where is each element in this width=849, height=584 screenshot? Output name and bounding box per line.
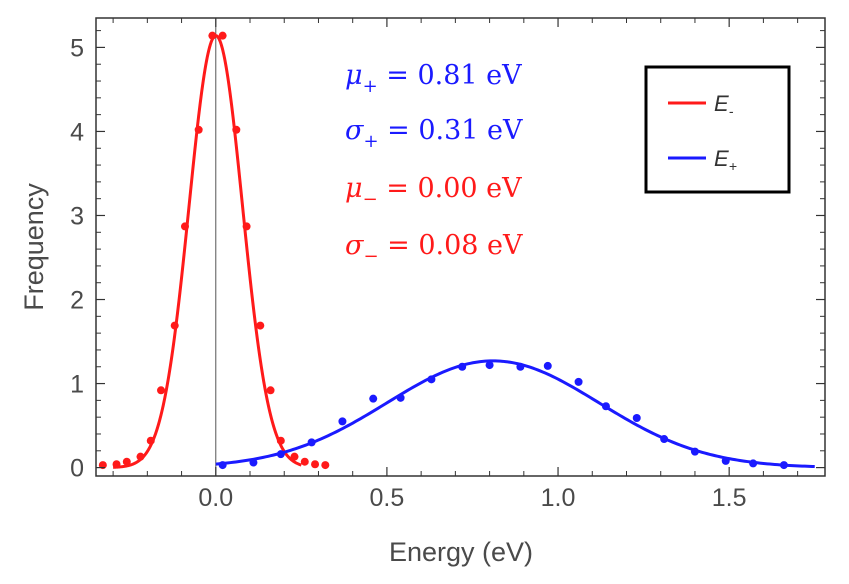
y-tick-label: 3 xyxy=(70,202,84,230)
data-point-e-plus xyxy=(218,461,227,470)
x-tick-label: 0.5 xyxy=(370,484,405,512)
legend-label-e-plus: E+ xyxy=(714,146,737,174)
data-point-e-minus xyxy=(122,457,131,466)
data-point-e-minus xyxy=(112,460,121,469)
fit-curve-e-plus xyxy=(215,359,815,469)
data-point-e-minus xyxy=(218,31,227,40)
data-point-e-plus xyxy=(749,459,758,468)
x-tick-label: 0.0 xyxy=(198,484,233,512)
data-point-e-minus xyxy=(136,452,145,461)
data-point-e-plus xyxy=(690,447,699,456)
fit-parameter-text: μ− = 0.00 eV xyxy=(345,173,522,210)
x-axis-title: Energy (eV) xyxy=(389,537,533,567)
x-tick-label: 1.5 xyxy=(712,484,747,512)
y-tick-label: 4 xyxy=(70,118,84,146)
data-point-e-plus xyxy=(338,417,347,426)
data-point-e-plus xyxy=(249,458,258,467)
data-point-e-minus xyxy=(170,321,179,330)
data-point-e-minus xyxy=(276,436,285,445)
data-point-e-plus xyxy=(632,414,641,423)
data-point-e-plus xyxy=(307,438,316,447)
data-point-e-minus xyxy=(256,321,265,330)
legend-label-e-minus: E- xyxy=(714,91,734,119)
data-point-e-minus xyxy=(321,461,330,470)
fit-parameter-text: μ+ = 0.81 eV xyxy=(345,60,522,97)
data-point-e-plus xyxy=(516,362,525,371)
fit-parameter-text: σ− = 0.08 eV xyxy=(345,230,523,267)
data-point-e-plus xyxy=(485,361,494,370)
data-point-e-minus xyxy=(180,222,189,231)
data-point-e-minus xyxy=(242,222,251,231)
data-point-e-minus xyxy=(232,125,241,134)
data-point-e-plus xyxy=(369,394,378,403)
data-point-e-plus xyxy=(660,435,669,444)
fit-curve-e-minus xyxy=(112,34,303,469)
legend-box xyxy=(644,65,791,194)
data-point-e-minus xyxy=(157,386,166,395)
fit-parameter-text: σ+ = 0.31 eV xyxy=(345,115,523,152)
data-point-e-plus xyxy=(276,450,285,459)
data-point-e-plus xyxy=(721,456,730,465)
y-tick-label: 1 xyxy=(70,371,84,399)
data-point-e-plus xyxy=(458,362,467,371)
data-point-e-plus xyxy=(574,377,583,386)
data-point-e-plus xyxy=(543,361,552,370)
y-tick-label: 5 xyxy=(70,34,84,62)
y-axis-title: Frequency xyxy=(19,183,49,311)
data-point-e-minus xyxy=(311,460,320,469)
y-tick-label: 0 xyxy=(70,455,84,483)
data-point-e-minus xyxy=(208,31,217,40)
data-point-e-minus xyxy=(266,386,275,395)
y-tick-label: 2 xyxy=(70,287,84,315)
data-point-e-minus xyxy=(194,125,203,134)
data-point-e-plus xyxy=(779,461,788,470)
data-point-e-plus xyxy=(427,375,436,384)
data-point-e-plus xyxy=(396,393,405,402)
data-point-e-minus xyxy=(300,457,309,466)
fit-parameters: μ+ = 0.81 eV σ+ = 0.31 eV μ− = 0.00 eV σ− =… xyxy=(345,60,523,267)
x-tick-label: 1.0 xyxy=(541,484,576,512)
data-point-e-minus xyxy=(290,452,299,461)
legend: E- E+ xyxy=(644,65,791,194)
data-point-e-plus xyxy=(601,402,610,411)
data-point-e-minus xyxy=(146,436,155,445)
